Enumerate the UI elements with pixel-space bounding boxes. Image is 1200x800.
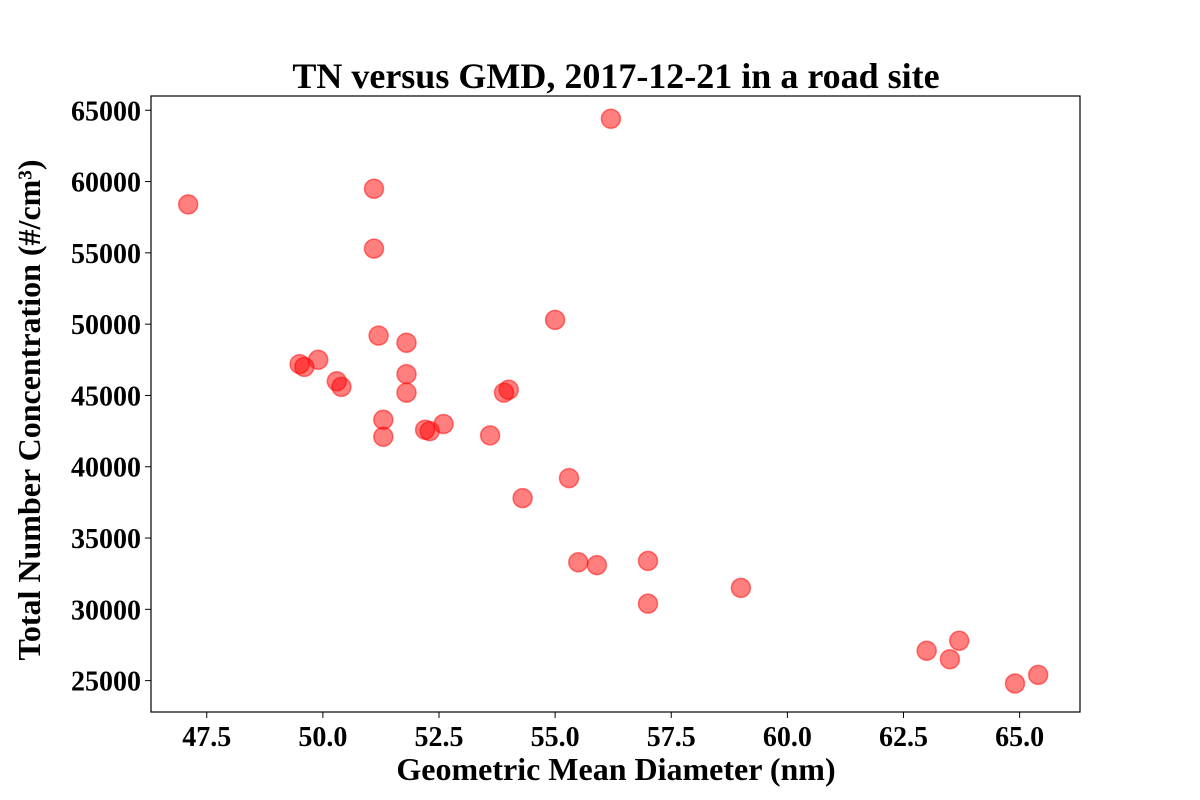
data-point-23 <box>568 552 589 573</box>
data-point-19 <box>498 379 519 400</box>
y-tick-label-6: 55000 <box>71 239 141 270</box>
data-point-28 <box>730 577 752 599</box>
x-tick-label-3: 55.0 <box>531 722 580 753</box>
y-tick-label-4: 45000 <box>71 381 141 412</box>
x-tick-label-0: 47.5 <box>182 722 231 753</box>
x-tick-label-2: 52.5 <box>414 722 463 753</box>
data-point-17 <box>479 425 501 446</box>
data-point-10 <box>373 426 394 448</box>
y-tick-label-1: 30000 <box>71 595 141 626</box>
y-tick-label-2: 35000 <box>71 524 141 555</box>
data-point-13 <box>396 382 417 403</box>
data-point-8 <box>368 325 389 346</box>
data-point-12 <box>396 363 417 385</box>
data-point-0 <box>177 194 199 215</box>
chart-title: TN versus GMD, 2017-12-21 in a road site <box>292 56 939 96</box>
y-axis: 25000 30000 35000 40000 45000 50000 55000 60000… <box>71 96 151 698</box>
x-tick-label-4: 57.5 <box>647 722 696 753</box>
plot-area-frame <box>150 95 1081 713</box>
y-axis-label: Total Number Concentration (#/cm³) <box>11 159 47 660</box>
data-points <box>177 108 1049 694</box>
data-point-24 <box>586 554 608 576</box>
x-tick-label-5: 60.0 <box>763 722 812 753</box>
x-tick-label-7: 65.0 <box>995 722 1044 753</box>
data-point-25 <box>600 108 622 130</box>
data-point-3 <box>307 349 329 371</box>
data-point-32 <box>1004 673 1026 694</box>
data-point-11 <box>396 332 417 353</box>
y-tick-label-8: 65000 <box>71 96 141 127</box>
data-point-20 <box>512 487 533 509</box>
data-point-27 <box>637 593 659 614</box>
x-tick-label-6: 62.5 <box>879 722 928 753</box>
data-point-7 <box>363 238 385 259</box>
x-tick-label-1: 50.0 <box>298 722 347 753</box>
data-point-21 <box>544 309 566 331</box>
data-point-26 <box>637 550 659 572</box>
y-tick-label-3: 40000 <box>71 453 141 484</box>
data-point-9 <box>373 409 394 430</box>
data-point-22 <box>558 467 580 489</box>
data-point-31 <box>948 630 970 651</box>
x-axis: 47.5 50.0 52.5 55.0 57.5 60.0 62.5 65.0 <box>182 712 1044 753</box>
data-point-30 <box>939 648 961 670</box>
data-point-16 <box>433 413 454 435</box>
data-point-6 <box>363 178 385 199</box>
y-tick-label-0: 25000 <box>71 667 141 698</box>
x-axis-label: Geometric Mean Diameter (nm) <box>396 751 835 787</box>
data-point-5 <box>331 376 352 398</box>
data-point-29 <box>916 640 937 661</box>
y-tick-label-5: 50000 <box>71 310 141 341</box>
y-tick-label-7: 60000 <box>71 168 141 199</box>
data-point-33 <box>1027 664 1049 686</box>
